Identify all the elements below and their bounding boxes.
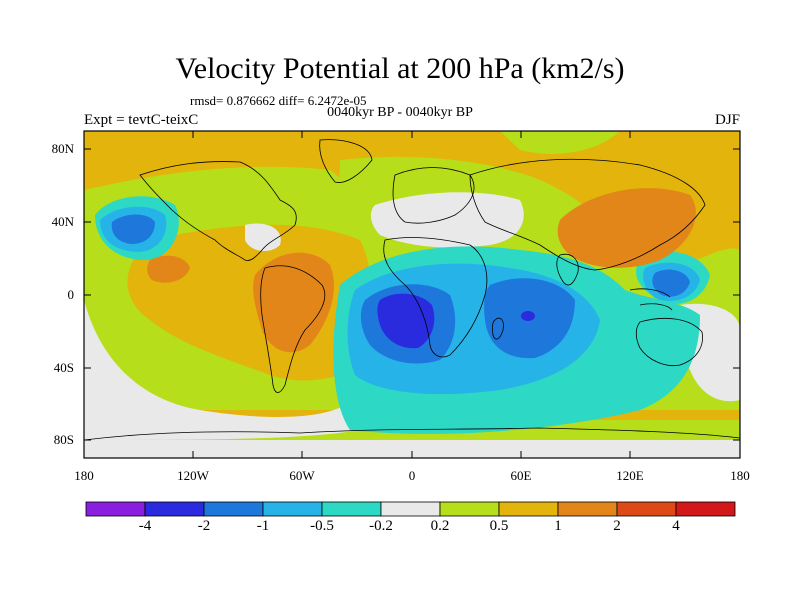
colorbar-label: 0.2 [430, 518, 450, 534]
x-tick-label: 0 [408, 468, 416, 483]
contour-fill [84, 131, 740, 458]
subtitle: 0040kyr BP - 0040kyr BP [327, 105, 473, 120]
x-tick-label: 180 [74, 468, 94, 483]
x-tick-label: 120W [177, 468, 209, 483]
colorbar-label: 4 [672, 518, 680, 534]
x-tick-label: 120E [616, 468, 644, 483]
colorbar-box [557, 501, 618, 517]
axis-ticks [83, 131, 741, 458]
colorbar-label: 2 [613, 518, 621, 534]
coastlines [84, 139, 740, 441]
map-title: Velocity Potential at 200 hPa (km2/s) [175, 52, 625, 85]
colorbar-box [203, 501, 264, 517]
colorbar-box [439, 501, 500, 517]
colorbar-box [675, 501, 736, 517]
y-tick-label: 0 [67, 287, 75, 302]
colorbar-label: -2 [197, 518, 211, 534]
season-label: DJF [714, 112, 740, 128]
x-tick-label: 180 [730, 468, 750, 483]
x-tick-label: 60E [510, 468, 532, 483]
colorbar-box [144, 501, 205, 517]
colorbar-label: 1 [554, 518, 562, 534]
x-tick-label: 60W [289, 468, 315, 483]
colorbar-label: 0.5 [489, 518, 509, 534]
colorbar-box [616, 501, 677, 517]
colorbar-label: -0.5 [310, 518, 334, 534]
colorbar-box [498, 501, 559, 517]
colorbar-box [321, 501, 382, 517]
stats-text: rmsd= 0.876662 diff= 6.2472e-05 [190, 93, 367, 108]
colorbar-box [380, 501, 441, 517]
colorbar-box [262, 501, 323, 517]
y-tick-label: 80S [53, 432, 74, 447]
y-tick-label: 80N [51, 141, 74, 156]
colorbar-label: -4 [138, 518, 152, 534]
y-tick-label: 40N [51, 214, 74, 229]
experiment-label: Expt = tevtC-teixC [84, 112, 199, 128]
colorbar-box [85, 501, 146, 517]
colorbar [85, 501, 736, 517]
colorbar-label: -1 [256, 518, 270, 534]
y-tick-label: 40S [53, 360, 74, 375]
colorbar-label: -0.2 [369, 518, 393, 534]
